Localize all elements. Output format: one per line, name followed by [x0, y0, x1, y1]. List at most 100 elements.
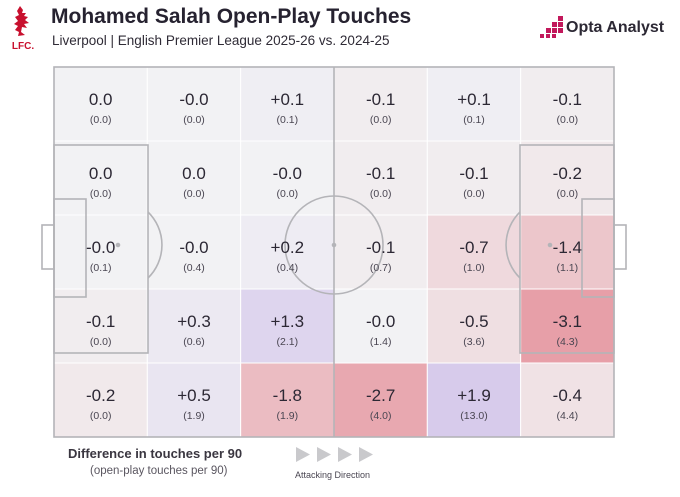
cell-per90-label: (0.1)	[277, 114, 299, 126]
attacking-direction-arrows	[296, 447, 373, 462]
cell-per90-label: (1.0)	[463, 262, 485, 274]
cell-difference-label: -0.7	[459, 238, 488, 257]
cell-difference-label: -0.2	[86, 386, 115, 405]
cell-per90-label: (3.6)	[463, 336, 485, 348]
right-goal	[613, 224, 627, 270]
cell-difference-label: -1.4	[553, 238, 582, 257]
cell-difference-label: -0.4	[553, 386, 582, 405]
cell-per90-label: (1.9)	[277, 410, 299, 422]
heatmap-cell	[426, 214, 522, 290]
cell-per90-label: (13.0)	[460, 410, 487, 422]
heatmap-cell	[53, 362, 148, 438]
liverpool-crest-icon: LFC.	[12, 6, 34, 52]
legend-subtitle: (open-play touches per 90)	[90, 465, 228, 477]
cell-per90-label: (4.4)	[557, 410, 579, 422]
cell-per90-label: (4.3)	[557, 336, 579, 348]
right-penalty-arc	[505, 211, 521, 279]
heatmap-cell	[53, 288, 148, 364]
cell-difference-label: 0.0	[89, 90, 113, 109]
cell-difference-label: +0.5	[177, 386, 211, 405]
cell-difference-label: +0.1	[457, 90, 491, 109]
heatmap-cell	[146, 214, 242, 290]
touch-heatmap: 0.0 (0.0) -0.0 (0.0) +0.1 (0.1) -0.1 (0.0) +0.1 (…	[41, 66, 627, 438]
page-subtitle: Liverpool | English Premier League 2025-…	[52, 33, 390, 48]
cell-difference-label: +1.3	[271, 312, 305, 331]
cell-per90-label: (1.9)	[183, 410, 205, 422]
cell-difference-label: -3.1	[553, 312, 582, 331]
cell-per90-label: (0.0)	[90, 410, 112, 422]
cell-difference-label: -2.7	[366, 386, 395, 405]
liverbird-shape	[14, 6, 29, 36]
cell-per90-label: (0.0)	[90, 114, 112, 126]
page-title: Mohamed Salah Open-Play Touches	[51, 5, 412, 28]
direction-arrow-icon	[296, 447, 310, 462]
heatmap-cell	[240, 288, 335, 364]
cell-difference-label: -0.0	[179, 90, 208, 109]
cell-per90-label: (0.0)	[557, 114, 579, 126]
left-penalty-arc	[147, 211, 163, 279]
cell-per90-label: (1.4)	[370, 336, 392, 348]
cell-difference-label: -0.1	[553, 90, 582, 109]
cell-per90-label: (0.0)	[277, 188, 299, 200]
cell-per90-label: (0.0)	[557, 188, 579, 200]
cell-difference-label: +0.2	[271, 238, 305, 257]
heatmap-cell	[520, 66, 615, 142]
cell-difference-label: 0.0	[182, 164, 206, 183]
cell-difference-label: -0.2	[553, 164, 582, 183]
cell-per90-label: (0.4)	[183, 262, 205, 274]
cell-per90-label: (0.0)	[370, 188, 392, 200]
cell-per90-label: (0.0)	[183, 114, 205, 126]
heatmap-cell	[146, 140, 242, 216]
heatmap-labels: 0.0 (0.0) -0.0 (0.0) +0.1 (0.1) -0.1 (0.0) +0.1 (…	[86, 90, 582, 422]
pitch-markings	[41, 66, 627, 438]
direction-arrow-icon	[317, 447, 331, 462]
heatmap-cell	[240, 140, 335, 216]
heatmap-cell	[520, 214, 615, 290]
centre-spot	[331, 242, 337, 248]
cell-per90-label: (0.0)	[183, 188, 205, 200]
cell-difference-label: -0.5	[459, 312, 488, 331]
cell-per90-label: (0.0)	[463, 188, 485, 200]
right-penalty-spot	[547, 242, 553, 248]
heatmap-cell	[146, 362, 242, 438]
cell-difference-label: -0.1	[366, 164, 395, 183]
cell-difference-label: -0.0	[366, 312, 395, 331]
cell-difference-label: -0.0	[273, 164, 302, 183]
cell-per90-label: (0.7)	[370, 262, 392, 274]
cell-difference-label: +1.9	[457, 386, 491, 405]
heatmap-cell	[333, 362, 428, 438]
cell-per90-label: (4.0)	[370, 410, 392, 422]
brand-name: Opta Analyst	[566, 19, 665, 36]
club-mark: LFC.	[12, 41, 34, 52]
cell-per90-label: (0.6)	[183, 336, 205, 348]
cell-per90-label: (2.1)	[277, 336, 299, 348]
cell-per90-label: (0.1)	[90, 262, 112, 274]
left-goal	[41, 224, 55, 270]
heatmap-cells	[53, 66, 615, 438]
cell-difference-label: -0.0	[86, 238, 115, 257]
left-penalty-spot	[115, 242, 121, 248]
cell-difference-label: -0.1	[86, 312, 115, 331]
direction-arrow-icon	[338, 447, 352, 462]
cell-difference-label: -0.0	[179, 238, 208, 257]
cell-difference-label: -1.8	[273, 386, 302, 405]
cell-per90-label: (1.1)	[557, 262, 579, 274]
heatmap-cell	[426, 362, 522, 438]
opta-analyst-logo: Opta Analyst	[538, 12, 668, 42]
heatmap-cell	[53, 214, 148, 290]
centre-circle	[284, 195, 384, 295]
heatmap-cell	[240, 362, 335, 438]
cell-difference-label: -0.1	[366, 90, 395, 109]
cell-per90-label: (0.1)	[463, 114, 485, 126]
cell-difference-label: 0.0	[89, 164, 113, 183]
cell-per90-label: (0.0)	[90, 336, 112, 348]
cell-difference-label: -0.1	[366, 238, 395, 257]
heatmap-cell	[333, 214, 428, 290]
heatmap-cell	[426, 288, 522, 364]
cell-per90-label: (0.0)	[370, 114, 392, 126]
attacking-direction-label: Attacking Direction	[295, 470, 371, 480]
direction-arrow-icon	[359, 447, 373, 462]
heatmap-cell	[333, 140, 428, 216]
cell-per90-label: (0.4)	[277, 262, 299, 274]
cell-difference-label: -0.1	[459, 164, 488, 183]
